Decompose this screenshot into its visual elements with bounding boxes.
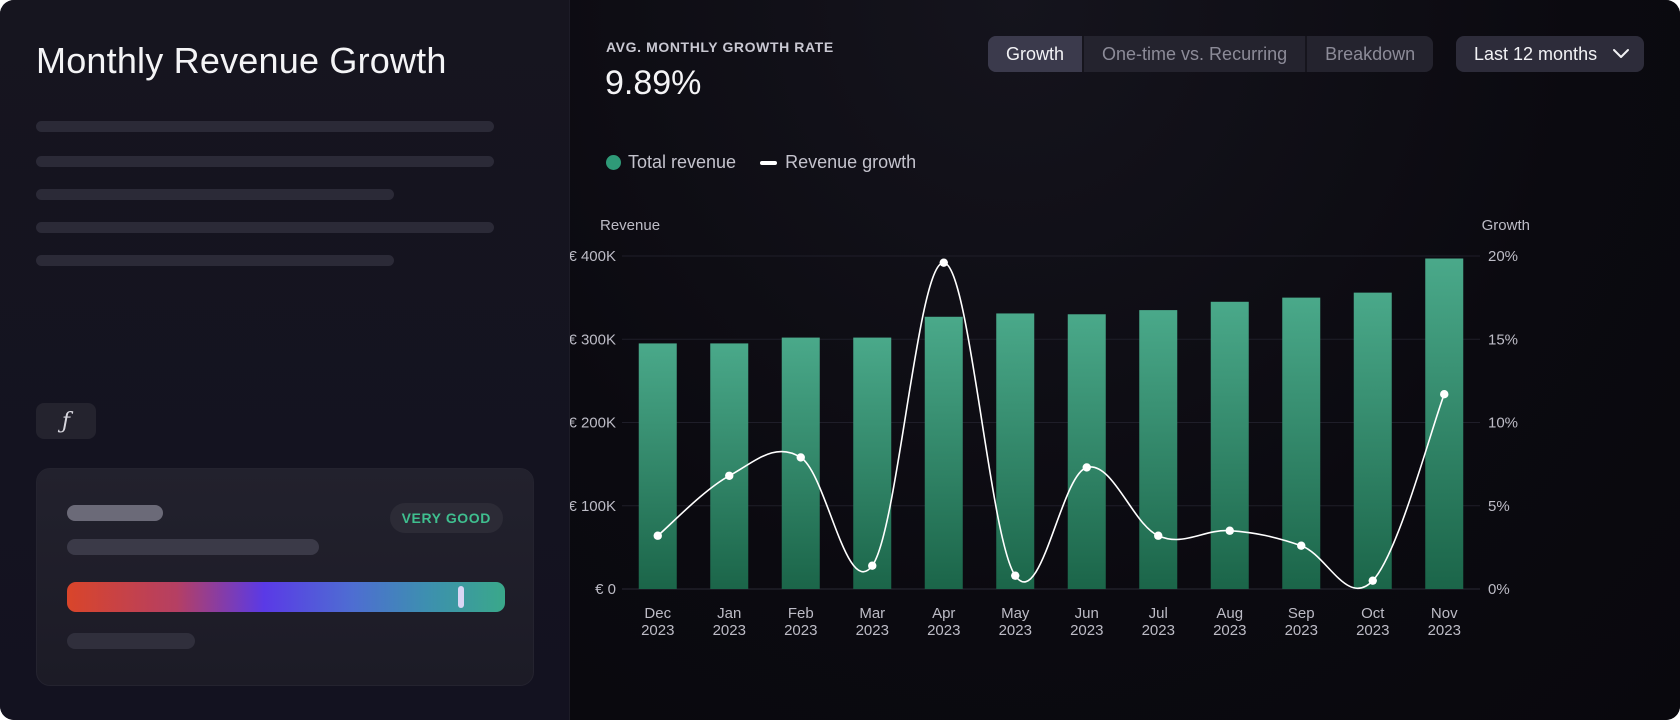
kpi-value: 9.89% [605,64,702,102]
function-icon: ƒ [61,408,71,434]
growth-point [1011,571,1020,580]
revenue-bar [1425,258,1464,589]
formula-button[interactable]: ƒ [36,403,96,439]
revenue-growth-chart: € 0 0% € 100K 5% € 200K 10% € 300K 15% € 400K 20%… [570,220,1530,639]
text-placeholder-line [67,505,163,521]
x-tick-year: 2023 [1356,622,1389,639]
x-tick-year: 2023 [1428,622,1461,639]
growth-point [1440,389,1449,399]
period-dropdown[interactable]: Last 12 months [1456,36,1644,72]
x-tick-year: 2023 [856,622,889,639]
revenue-bar [1353,292,1392,589]
legend-label: Total revenue [628,152,737,172]
y-axis-title-left: Revenue [600,220,660,234]
revenue-bar [1139,310,1178,589]
x-tick-month: Sep [1288,605,1315,622]
legend-label: Revenue growth [785,152,917,172]
x-tick-month: Aug [1216,605,1243,622]
revenue-bar [1067,314,1106,589]
legend-dot-icon [606,155,621,170]
growth-point [868,561,877,570]
growth-point [939,258,948,267]
x-tick-year: 2023 [999,622,1032,639]
x-tick-year: 2023 [713,622,746,639]
revenue-bar [710,343,749,589]
tab-growth[interactable]: Growth [988,36,1085,72]
y-tick-label: € 400K [570,248,616,265]
kpi-label: AVG. MONTHLY GROWTH RATE [606,39,834,55]
y-right-tick-label: 10% [1488,415,1518,432]
page-title: Monthly Revenue Growth [36,40,447,81]
text-placeholder-line [36,222,494,233]
x-tick-year: 2023 [784,622,817,639]
x-tick-month: Jun [1075,605,1099,622]
revenue-bar [1282,297,1321,589]
chart-legend: Total revenue Revenue growth [606,152,940,173]
status-badge: VERY GOOD [389,503,503,533]
x-tick-year: 2023 [1070,622,1103,639]
y-axis-title-right: Growth [1482,220,1530,234]
x-tick-year: 2023 [1142,622,1175,639]
left-panel: Monthly Revenue Growth ƒ VERY GOOD [0,0,570,720]
growth-point [796,453,805,462]
view-tabs: Growth One-time vs. Recurring Breakdown [988,36,1434,72]
score-card: VERY GOOD [36,468,534,686]
x-tick-month: Feb [788,605,814,622]
text-placeholder-line [36,255,394,266]
revenue-bar [1210,301,1249,589]
legend-item-total-revenue: Total revenue [606,152,736,173]
x-tick-month: Apr [932,605,955,622]
text-placeholder-line [36,189,394,200]
growth-point [1225,526,1234,535]
chevron-down-icon [1613,49,1629,58]
revenue-bar [781,337,820,589]
growth-point [653,531,662,540]
x-tick-year: 2023 [641,622,674,639]
revenue-bar [638,343,677,589]
revenue-bar [924,316,963,589]
y-tick-label: € 100K [570,498,616,515]
x-tick-year: 2023 [1213,622,1246,639]
x-tick-month: Nov [1431,605,1458,622]
y-right-tick-label: 20% [1488,248,1518,265]
y-right-tick-label: 5% [1488,498,1510,515]
text-placeholder-line [67,633,195,649]
revenue-bar [853,337,892,589]
y-tick-label: € 300K [570,331,616,348]
text-placeholder-line [67,539,319,555]
period-selected-value: Last 12 months [1474,43,1598,64]
tab-breakdown[interactable]: Breakdown [1325,43,1416,64]
x-tick-month: Mar [859,605,885,622]
y-right-tick-label: 15% [1488,331,1518,348]
growth-line [657,261,1445,589]
revenue-bar [996,313,1035,589]
growth-point [1368,576,1377,585]
x-tick-month: Oct [1361,605,1385,622]
x-tick-month: May [1001,605,1030,622]
tab-one-time-vs-recurring[interactable]: One-time vs. Recurring [1084,36,1308,72]
x-tick-year: 2023 [927,622,960,639]
x-tick-month: Dec [644,605,671,622]
growth-point [1154,531,1163,540]
growth-point [1297,541,1306,550]
legend-line-icon [760,160,778,165]
text-placeholder-line [36,121,494,132]
text-placeholder-line [36,156,494,167]
x-tick-month: Jul [1149,605,1168,622]
x-tick-month: Jan [717,605,741,622]
growth-point [1082,463,1091,472]
score-gauge [67,582,505,612]
chart-panel [570,0,1680,720]
growth-point [725,471,734,480]
y-tick-label: € 0 [595,581,616,598]
legend-item-revenue-growth: Revenue growth [760,152,916,173]
x-tick-year: 2023 [1285,622,1318,639]
y-right-tick-label: 0% [1488,581,1510,598]
gauge-marker [458,586,465,608]
y-tick-label: € 200K [570,415,616,432]
